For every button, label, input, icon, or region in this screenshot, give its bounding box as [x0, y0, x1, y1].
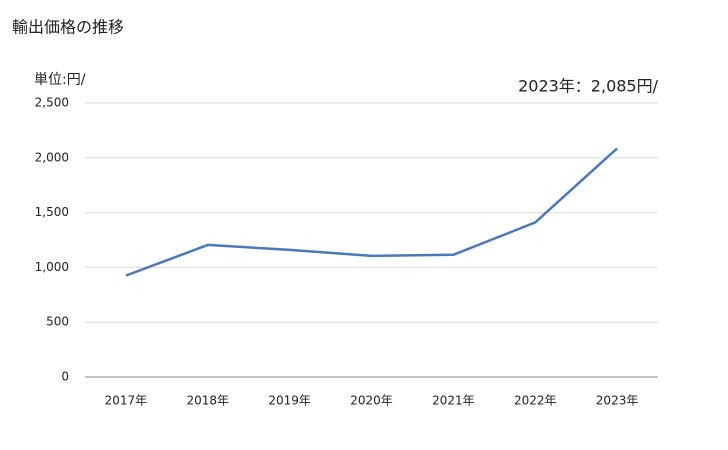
x-tick-label: 2019年: [268, 394, 311, 408]
x-tick-label: 2021年: [432, 394, 475, 408]
unit-label: 単位:円/: [34, 72, 86, 88]
y-tick-label: 0: [61, 370, 69, 384]
data-line: [125, 147, 618, 277]
y-tick-label: 2,500: [35, 96, 69, 110]
x-tick-label: 2020年: [350, 394, 393, 408]
x-tick-label: 2017年: [105, 394, 148, 408]
x-tick-label: 2018年: [187, 394, 230, 408]
chart-title: 輸出価格の推移: [12, 18, 124, 37]
annotation: 2023年：2,085円/: [518, 77, 659, 96]
y-tick-label: 500: [46, 315, 69, 329]
y-tick-label: 1,000: [35, 260, 69, 274]
y-tick-label: 2,000: [35, 150, 69, 164]
y-tick-label: 1,500: [35, 205, 69, 219]
x-tick-label: 2023年: [596, 394, 639, 408]
x-tick-label: 2022年: [514, 394, 557, 408]
